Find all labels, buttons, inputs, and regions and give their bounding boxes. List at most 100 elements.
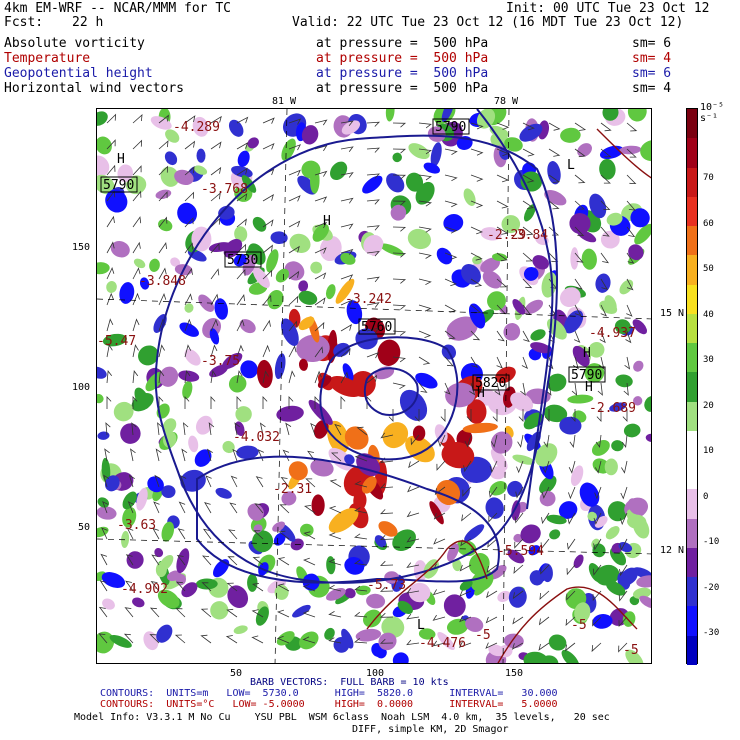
vorticity-blob — [298, 358, 309, 371]
wind-barb — [418, 174, 432, 181]
vorticity-blob — [390, 204, 407, 221]
wind-barb — [600, 278, 609, 290]
wind-barb — [340, 197, 354, 204]
vorticity-blob — [325, 284, 336, 300]
vorticity-blob — [405, 172, 424, 192]
wind-barb — [514, 512, 524, 524]
vorticity-blob — [386, 173, 405, 193]
temperature-label: -4.902 — [121, 582, 168, 597]
wind-barb — [568, 486, 576, 500]
height-label: 5730 — [227, 253, 258, 268]
vorticity-blob — [300, 523, 314, 537]
wind-barb — [515, 486, 524, 499]
wind-barb — [354, 454, 368, 462]
vorticity-blob — [195, 578, 218, 590]
vorticity-blob — [644, 395, 651, 412]
vorticity-blob — [412, 425, 426, 441]
wind-barb — [366, 147, 380, 153]
wind-barb — [463, 460, 472, 473]
y-tick-150: 150 — [72, 242, 91, 253]
wind-barb — [470, 148, 484, 156]
vorticity-blob — [628, 498, 641, 515]
pressure-center-mark: H — [477, 386, 485, 401]
wind-barb — [262, 244, 273, 254]
wind-barb — [98, 606, 108, 618]
temperature-label: -3.84 — [509, 228, 548, 243]
wind-barb — [314, 247, 327, 254]
wind-barb — [236, 319, 245, 332]
wind-barb — [418, 122, 432, 129]
vorticity-blob — [623, 423, 641, 438]
wind-barb — [597, 382, 603, 396]
wind-barb — [276, 635, 290, 644]
wind-barb — [106, 164, 116, 176]
vorticity-blob — [288, 461, 308, 481]
vorticity-blob — [392, 529, 416, 552]
wind-barb — [432, 614, 446, 621]
vorticity-blob — [606, 212, 623, 226]
pressure-center-mark: H — [583, 346, 591, 361]
vorticity-blob — [599, 158, 616, 180]
wind-barb — [106, 267, 115, 280]
colorbar-segment — [687, 313, 697, 344]
vorticity-blob — [574, 602, 591, 623]
field-temperature-pressure: at pressure = 500 hPa — [316, 51, 489, 66]
vorticity-blob — [558, 501, 578, 519]
vorticity-blob — [618, 542, 633, 553]
wind-barb — [208, 422, 215, 436]
colorbar-segment — [687, 226, 697, 256]
temperature-label: -3.768 — [201, 182, 248, 197]
wind-barb — [379, 586, 394, 592]
wind-barb — [184, 370, 191, 384]
wind-barb — [592, 590, 602, 602]
colorbar-label: 20 — [703, 400, 714, 411]
wind-barb — [470, 252, 483, 261]
vorticity-blob — [209, 364, 229, 378]
vorticity-blob — [328, 508, 359, 533]
vorticity-blob — [407, 228, 431, 250]
wind-barb — [518, 409, 524, 423]
vorticity-blob — [489, 481, 507, 496]
vorticity-blob — [595, 564, 620, 586]
wind-barb — [392, 148, 407, 154]
vorticity-blob — [634, 223, 651, 245]
wind-barb — [626, 148, 637, 158]
wind-barb — [366, 374, 378, 384]
wind-barb — [328, 558, 342, 566]
vorticity-blob — [139, 277, 150, 290]
wind-barb — [568, 460, 576, 474]
vorticity-blob — [378, 632, 397, 651]
vorticity-blob — [105, 189, 128, 213]
wind-barb — [184, 115, 196, 124]
wind-barb — [466, 409, 472, 423]
wind-barb — [127, 501, 135, 514]
vorticity-blob — [193, 165, 208, 175]
wind-barb — [522, 226, 534, 236]
vorticity-blob — [489, 466, 506, 480]
wind-barb — [470, 122, 484, 130]
wind-barb — [330, 452, 342, 462]
vorticity-blob — [333, 637, 350, 653]
wind-barb — [303, 557, 316, 566]
wind-barb — [236, 344, 244, 358]
wind-barb — [314, 272, 327, 280]
wind-barb — [132, 190, 142, 202]
wind-barb — [444, 356, 454, 367]
wind-barb — [251, 635, 264, 644]
vorticity-blob — [113, 401, 134, 422]
wind-barb — [353, 637, 368, 644]
wind-barb — [619, 564, 628, 577]
temperature-label: -2.31 — [273, 482, 312, 497]
lat-label-15n: 15 N — [660, 308, 685, 319]
wind-barb — [470, 226, 483, 235]
vorticity-blob — [535, 443, 558, 467]
wind-barb — [236, 193, 248, 202]
field-vorticity-sm: sm= 6 — [632, 36, 672, 51]
wind-barb — [414, 409, 420, 423]
wind-barb — [406, 536, 420, 543]
wind-barb — [124, 607, 134, 618]
wind-barb — [595, 434, 602, 448]
vorticity-blob — [520, 524, 541, 544]
vorticity-blob — [298, 290, 318, 305]
wind-barb — [279, 504, 290, 514]
